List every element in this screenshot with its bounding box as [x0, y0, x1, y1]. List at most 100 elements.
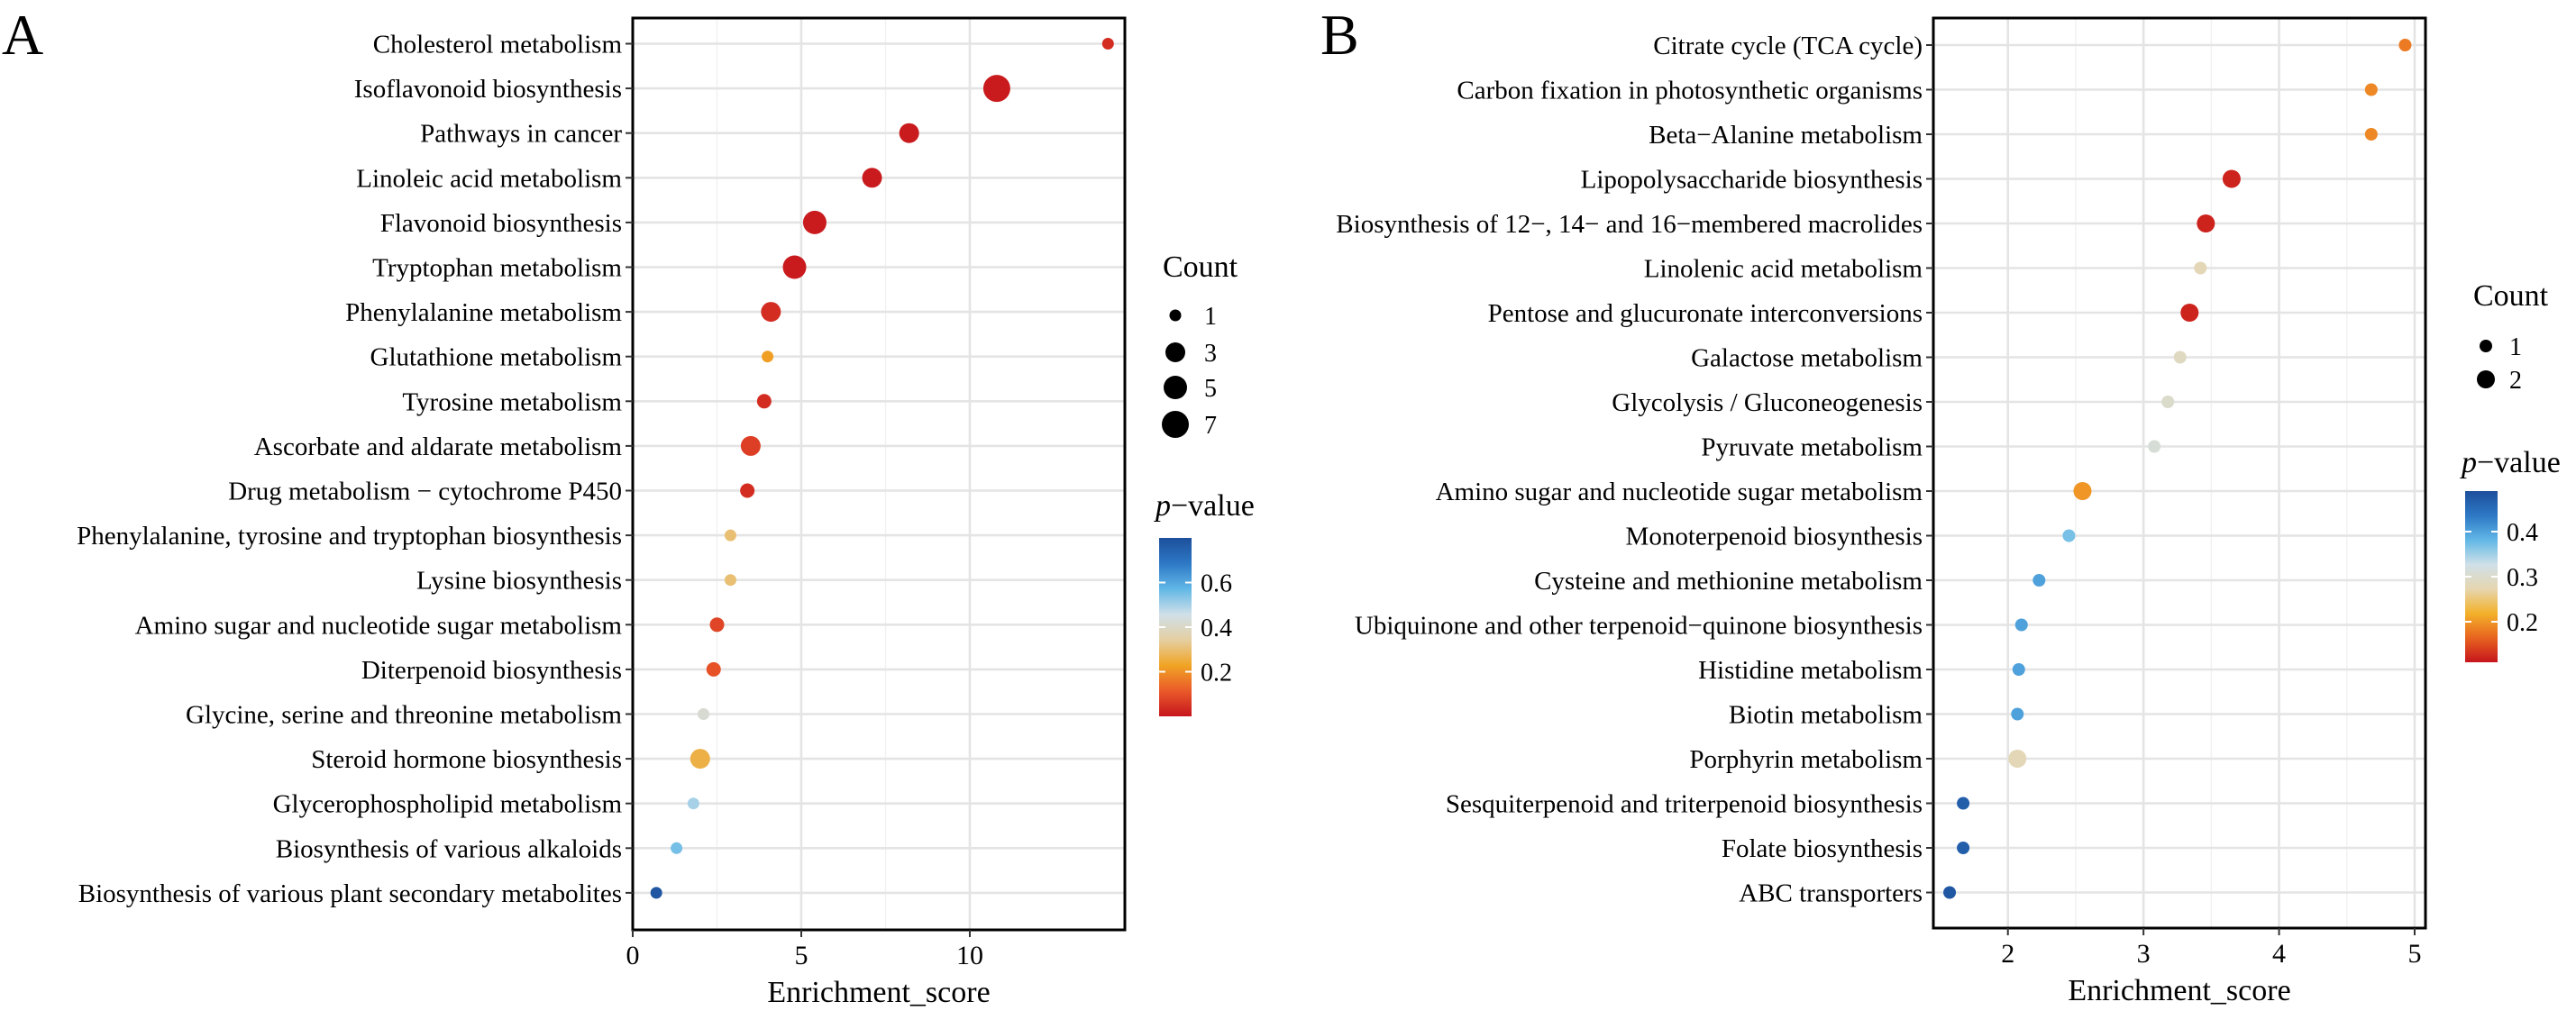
size-legend-dot: [2480, 340, 2492, 352]
size-legend-label: 3: [1204, 340, 1217, 368]
plot-border: [1932, 16, 2427, 930]
category-label: Glycerophospholipid metabolism: [273, 790, 623, 819]
category-label: Pyruvate metabolism: [1701, 433, 1923, 462]
data-point: [709, 617, 725, 633]
x-tick-label: 5: [2407, 939, 2421, 969]
category-label: Beta−Alanine metabolism: [1649, 121, 1923, 150]
data-point: [1943, 886, 1957, 899]
data-point: [2014, 618, 2028, 632]
category-label: Flavonoid biosynthesis: [380, 209, 622, 238]
category-label: Drug metabolism − cytochrome P450: [228, 478, 622, 506]
data-point: [706, 661, 721, 677]
data-point: [802, 210, 827, 234]
x-axis-label: Enrichment_score: [767, 976, 990, 1009]
colorbar-label: 0.4: [1201, 615, 1232, 642]
category-label: Folate biosynthesis: [1722, 834, 1923, 863]
category-label: Tryptophan metabolism: [372, 254, 622, 283]
size-legend-dot: [1164, 376, 1187, 399]
data-point: [862, 168, 882, 188]
data-point: [2161, 396, 2175, 408]
data-point: [1101, 38, 1114, 50]
category-label: Linolenic acid metabolism: [1644, 255, 1923, 284]
panel-label: B: [1320, 3, 1359, 67]
data-point: [690, 749, 710, 769]
colorbar-label: 0.6: [1201, 570, 1232, 598]
category-label: Phenylalanine, tyrosine and tryptophan b…: [77, 522, 622, 551]
panel-a: A Cholesterol metabolism Isoflavonoid bios…: [2, 3, 1255, 1009]
size-legend-label: 1: [1204, 303, 1217, 331]
category-label: Galactose metabolism: [1691, 344, 1923, 373]
size-legend-label: 2: [2509, 367, 2522, 395]
data-point: [756, 394, 772, 409]
category-label: Monoterpenoid biosynthesis: [1626, 523, 1923, 551]
category-label: Amino sugar and nucleotide sugar metabol…: [1436, 478, 1923, 506]
data-point: [724, 529, 736, 542]
color-legend-title: p−value: [1154, 489, 1255, 523]
category-label: Steroid hormone biosynthesis: [311, 745, 622, 774]
data-point: [982, 75, 1010, 103]
x-tick-label: 10: [956, 941, 983, 970]
data-point: [671, 842, 683, 854]
panel-b: B Citrate cycle (TCA cycle) Carbon fixatio…: [1320, 3, 2561, 1007]
data-point: [2197, 214, 2215, 232]
data-point: [1957, 797, 1970, 810]
size-legend-dot: [1165, 342, 1185, 362]
category-label: Linoleic acid metabolism: [356, 164, 622, 193]
data-point: [2032, 574, 2046, 587]
category-label: Ubiquinone and other terpenoid−quinone b…: [1355, 612, 1923, 641]
data-point: [2148, 440, 2161, 453]
category-label: ABC transporters: [1739, 879, 1923, 908]
data-point: [2180, 304, 2199, 322]
data-point: [698, 708, 710, 720]
data-point: [2194, 261, 2207, 275]
category-label: Ascorbate and aldarate metabolism: [254, 433, 623, 461]
size-legend-title: Count: [1163, 250, 1238, 284]
category-label: Sesquiterpenoid and triterpenoid biosynt…: [1446, 790, 1923, 819]
colorbar-label: 0.2: [2507, 609, 2538, 637]
x-tick-label: 3: [2137, 939, 2151, 969]
category-label: Citrate cycle (TCA cycle): [1653, 32, 1923, 60]
data-point: [687, 797, 699, 810]
category-label: Porphyrin metabolism: [1689, 745, 1923, 774]
panel-label: A: [2, 3, 43, 67]
data-point: [761, 302, 781, 323]
data-point: [2398, 39, 2412, 51]
colorbar-label: 0.2: [1201, 660, 1232, 688]
data-point: [740, 435, 761, 456]
data-point: [2012, 663, 2025, 676]
data-point: [762, 351, 774, 363]
color-legend-title-italic: p: [2460, 446, 2477, 479]
size-legend-label: 7: [1204, 412, 1217, 440]
data-point: [2011, 707, 2024, 721]
data-point: [2073, 482, 2092, 500]
x-tick-label: 0: [626, 941, 640, 970]
category-label: Isoflavonoid biosynthesis: [354, 75, 622, 104]
data-point: [2222, 169, 2241, 188]
color-legend-title-rest: −value: [2477, 446, 2561, 479]
category-label: Biosynthesis of 12−, 14− and 16−membered…: [1336, 210, 1923, 239]
size-legend-label: 1: [2509, 333, 2522, 361]
color-legend-title: p−value: [2460, 446, 2561, 479]
category-label: Biosynthesis of various alkaloids: [276, 834, 622, 863]
size-legend-dot: [1169, 309, 1182, 322]
category-label: Pathways in cancer: [420, 120, 622, 149]
data-point: [782, 255, 807, 279]
category-label: Biosynthesis of various plant secondary …: [78, 879, 622, 908]
plot-background: [633, 18, 1125, 930]
data-point: [2008, 750, 2027, 768]
data-point: [650, 887, 662, 899]
category-label: Lipopolysaccharide biosynthesis: [1581, 166, 1923, 195]
size-legend-title: Count: [2473, 279, 2549, 313]
plot-background: [1933, 18, 2425, 928]
x-tick-label: 5: [794, 941, 808, 970]
size-legend-dot: [2477, 370, 2495, 388]
colorbar-label: 0.4: [2507, 519, 2538, 547]
data-point: [899, 123, 919, 143]
category-label: Biotin metabolism: [1729, 701, 1923, 730]
category-label: Amino sugar and nucleotide sugar metabol…: [135, 611, 623, 640]
plot-border: [631, 16, 1127, 932]
category-label: Tyrosine metabolism: [402, 387, 622, 416]
colorbar-label: 0.3: [2507, 564, 2538, 592]
data-point: [2173, 351, 2187, 364]
data-point: [2364, 128, 2378, 141]
